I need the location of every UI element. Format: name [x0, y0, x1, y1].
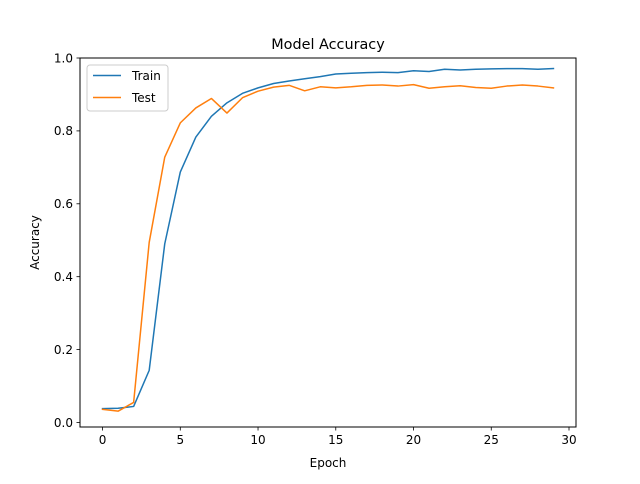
plot-area: 0 5 10 15 20 25 30 0.0 0.2 0.4 0.6 0.8 1.0 [54, 51, 577, 447]
x-axis-label: Epoch [310, 456, 347, 470]
series-layer [101, 67, 555, 412]
y-tick-label: 0.6 [54, 197, 73, 211]
y-axis-label: Accuracy [28, 215, 42, 270]
x-tick-label: 25 [484, 433, 499, 447]
legend: Train Test [86, 64, 169, 112]
x-tick-label: 20 [406, 433, 421, 447]
x-tick-label: 10 [250, 433, 265, 447]
legend-label-test: Test [131, 91, 156, 105]
y-tick-label: 0.4 [54, 270, 73, 284]
legend-label-train: Train [131, 69, 161, 83]
legend-frame [86, 64, 169, 112]
y-tick-label: 0.2 [54, 343, 73, 357]
x-tick-label: 0 [99, 433, 107, 447]
y-tick-label: 1.0 [54, 51, 73, 65]
x-tick-label: 5 [176, 433, 184, 447]
axes-frame [79, 57, 577, 428]
x-tick-label: 15 [328, 433, 343, 447]
ticks-layer: 0 5 10 15 20 25 30 0.0 0.2 0.4 0.6 0.8 1.0 [54, 51, 577, 447]
chart-title: Model Accuracy [271, 37, 385, 53]
y-tick-label: 0.8 [54, 124, 73, 138]
y-tick-label: 0.0 [54, 416, 73, 430]
x-tick-label: 30 [561, 433, 576, 447]
series-line-train [101, 67, 555, 410]
series-line-test [101, 83, 555, 412]
